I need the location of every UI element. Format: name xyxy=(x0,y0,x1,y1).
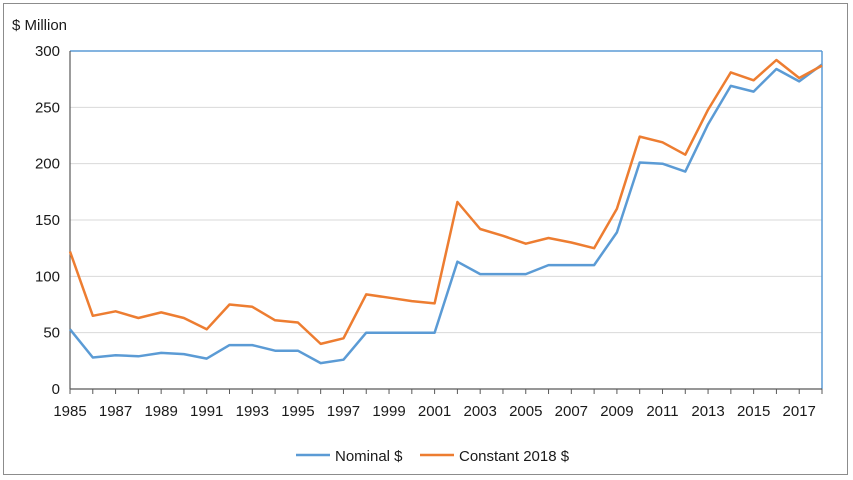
x-tick-label: 2003 xyxy=(463,403,496,420)
plot-area xyxy=(69,50,823,390)
legend-label-1: Constant 2018 $ xyxy=(459,448,570,465)
y-axis: 0 50 100 150 200 250 300 xyxy=(35,43,60,398)
series-line-1 xyxy=(68,58,823,346)
x-axis: 1985 1987 1989 1991 1993 1995 1997 1999 2001 2003… xyxy=(53,389,823,420)
x-tick-label: 1997 xyxy=(327,403,360,420)
x-tick-label: 2015 xyxy=(737,403,770,420)
y-tick-label: 150 xyxy=(35,212,60,229)
chart-frame xyxy=(3,3,848,475)
y-tick-label: 200 xyxy=(35,156,60,173)
legend-label-0: Nominal $ xyxy=(335,448,403,465)
x-tick-label: 2009 xyxy=(600,403,633,420)
x-tick-label: 1987 xyxy=(99,403,132,420)
x-tick-label: 1999 xyxy=(372,403,405,420)
x-tick-label: 2007 xyxy=(555,403,588,420)
y-tick-label: 50 xyxy=(43,325,60,342)
y-tick-label: 0 xyxy=(52,381,60,398)
y-tick-label: 250 xyxy=(35,99,60,116)
x-tick-label: 2005 xyxy=(509,403,542,420)
x-tick-label: 1985 xyxy=(53,403,86,420)
x-tick-label: 1991 xyxy=(190,403,223,420)
x-tick-label: 2017 xyxy=(783,403,816,420)
y-tick-label: 300 xyxy=(35,43,60,60)
gridlines xyxy=(70,50,822,390)
x-tick-label: 1989 xyxy=(144,403,177,420)
y-axis-unit-label: $ Million xyxy=(12,17,67,34)
x-tick-label: 2001 xyxy=(418,403,451,420)
legend: Nominal $ Constant 2018 $ xyxy=(296,448,570,465)
x-tick-label: 2011 xyxy=(646,403,678,420)
x-tick-label: 1993 xyxy=(236,403,269,420)
series-line-0 xyxy=(69,63,823,365)
x-tick-label: 1995 xyxy=(281,403,314,420)
series-lines xyxy=(68,58,823,365)
y-tick-label: 100 xyxy=(35,268,60,285)
x-tick-label: 2013 xyxy=(691,403,724,420)
